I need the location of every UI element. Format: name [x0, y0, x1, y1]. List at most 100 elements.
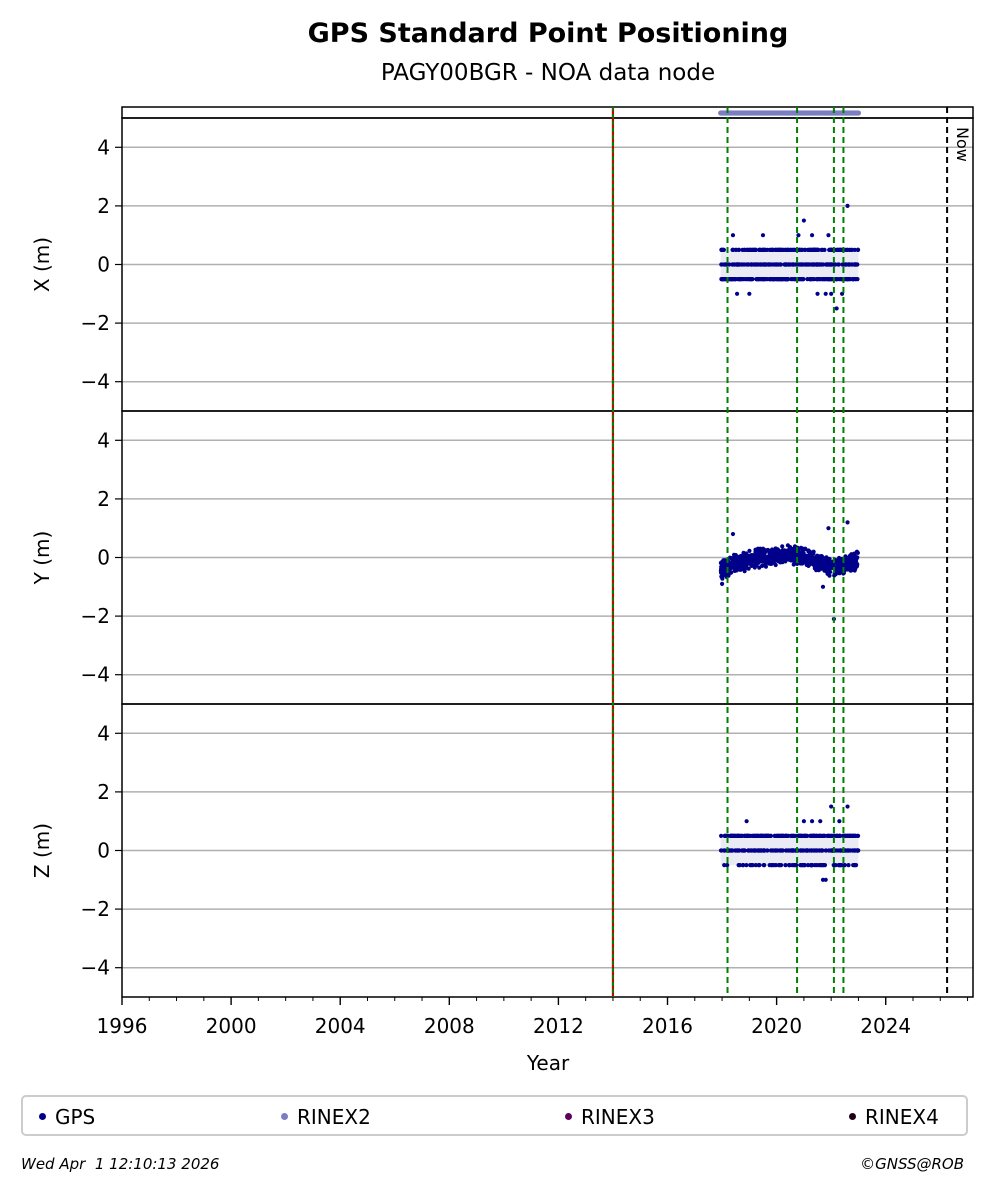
gps-data-point	[842, 833, 847, 838]
gps-data-point	[780, 544, 785, 549]
gps-data-point	[838, 557, 843, 562]
gps-data-point	[746, 277, 752, 282]
gps-data-point	[820, 584, 826, 589]
gps-data-point	[730, 531, 736, 537]
y-tick-label: −2	[81, 604, 110, 628]
gps-data-point	[746, 566, 751, 571]
rinex2-availability-point	[855, 110, 862, 116]
gps-data-point	[750, 262, 756, 267]
gps-data-point	[845, 804, 850, 809]
y-axis-label: X (m)	[30, 237, 54, 292]
gps-data-point	[730, 247, 735, 252]
gps-data-point	[773, 848, 778, 853]
gps-data-point	[731, 833, 736, 838]
gps-data-point	[776, 863, 781, 868]
gps-data-point	[773, 562, 778, 568]
legend-item-rinex2: RINEX2	[281, 1105, 371, 1129]
gps-data-point	[783, 833, 788, 838]
gps-data-point	[791, 262, 796, 267]
gps-data-point	[788, 548, 793, 553]
gps-data-point	[778, 848, 783, 853]
gps-data-point	[728, 277, 733, 282]
gps-data-point	[814, 277, 820, 282]
gps-data-point	[803, 833, 808, 838]
gps-data-point	[774, 833, 780, 838]
y-tick-label: 0	[97, 839, 110, 863]
y-tick-label: 4	[97, 135, 110, 159]
gps-data-point	[812, 247, 818, 252]
gps-data-point	[790, 863, 795, 868]
gps-data-point	[787, 863, 792, 868]
gps-data-point	[783, 848, 789, 853]
gps-data-point	[791, 562, 796, 567]
x-tick-label: 2008	[424, 1014, 475, 1038]
gps-data-point	[736, 564, 741, 569]
gps-data-point	[771, 863, 776, 868]
gps-data-point	[735, 848, 740, 853]
gps-data-point	[739, 262, 744, 267]
gps-data-point	[819, 247, 824, 252]
gps-data-point	[744, 551, 749, 556]
gps-data-point	[723, 262, 728, 267]
x-tick-label: 2000	[206, 1014, 257, 1038]
gps-data-point	[780, 553, 785, 559]
gps-data-point	[777, 557, 782, 562]
gps-data-point	[792, 833, 797, 838]
gps-data-point	[846, 863, 851, 868]
gps-data-point	[846, 848, 851, 853]
gps-data-point	[794, 262, 799, 267]
gps-data-point	[800, 554, 805, 559]
gps-data-point	[770, 247, 775, 252]
gps-data-point	[825, 833, 830, 838]
gps-data-point	[736, 247, 741, 252]
legend-label-gps: GPS	[55, 1105, 96, 1129]
gps-data-point	[806, 549, 811, 554]
gps-data-point	[740, 247, 745, 252]
gps-data-point	[852, 568, 857, 573]
y-tick-label: 4	[97, 428, 110, 452]
gps-data-point	[758, 550, 763, 555]
gps-data-point	[756, 833, 761, 838]
gps-data-point	[848, 277, 853, 282]
gps-data-point	[847, 833, 852, 838]
gps-data-point	[809, 833, 814, 838]
gps-data-point	[799, 262, 804, 267]
gps-data-point	[811, 551, 816, 556]
gps-data-point	[762, 247, 767, 252]
gps-data-point	[745, 262, 750, 267]
gps-data-point	[820, 863, 825, 868]
gps-data-point	[774, 247, 780, 252]
gps-data-point	[826, 233, 831, 238]
gps-data-point	[755, 550, 760, 555]
gps-data-point	[800, 863, 805, 868]
gps-data-point	[727, 566, 732, 571]
gps-data-point	[828, 247, 833, 252]
gps-data-point	[817, 561, 822, 566]
gps-data-point	[815, 291, 820, 296]
gps-data-point	[796, 233, 801, 238]
gps-data-point	[800, 247, 805, 252]
gps-data-point	[851, 863, 856, 868]
y-tick-label: −4	[81, 956, 110, 980]
gps-data-point	[763, 262, 768, 267]
gps-data-point	[767, 863, 772, 868]
gps-data-point	[835, 568, 840, 573]
gps-data-point	[733, 559, 738, 564]
gps-data-point	[816, 554, 822, 559]
gps-data-point	[814, 833, 819, 838]
gps-data-point	[761, 554, 766, 559]
gps-data-point	[794, 863, 799, 868]
gps-data-point	[758, 262, 763, 267]
gps-data-point	[763, 548, 768, 553]
gps-data-point	[806, 563, 811, 568]
gps-data-point	[837, 848, 842, 853]
gps-data-point	[853, 848, 858, 853]
gps-data-point	[735, 262, 740, 267]
x-tick-label: 2024	[860, 1014, 911, 1038]
y-axis-label: Y (m)	[30, 531, 54, 586]
gps-data-point	[801, 819, 806, 824]
gps-data-point	[744, 863, 749, 868]
gps-data-point	[747, 247, 753, 252]
gps-data-point	[797, 551, 803, 557]
gps-data-point	[849, 564, 854, 570]
